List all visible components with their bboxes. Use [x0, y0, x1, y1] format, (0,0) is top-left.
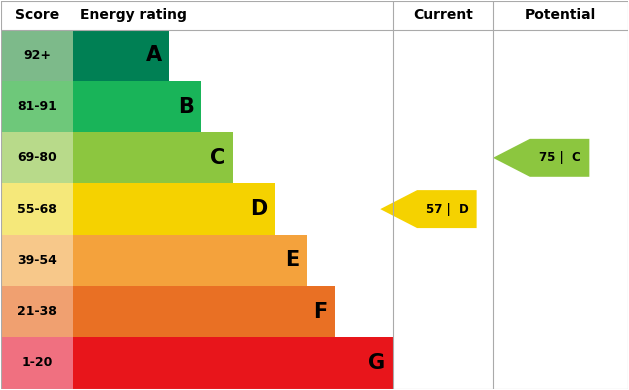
- Bar: [1, 235, 74, 286]
- Text: 1-20: 1-20: [22, 356, 53, 369]
- Bar: [74, 286, 335, 337]
- Bar: [1, 30, 74, 81]
- Text: B: B: [178, 97, 194, 117]
- Bar: [74, 337, 392, 388]
- Text: 75 |  C: 75 | C: [538, 151, 581, 164]
- Text: C: C: [210, 148, 226, 168]
- Bar: [74, 183, 275, 235]
- Bar: [1, 337, 74, 388]
- Text: 57 |  D: 57 | D: [425, 202, 468, 216]
- Text: F: F: [313, 302, 328, 322]
- Bar: [74, 30, 169, 81]
- Bar: [1, 81, 74, 132]
- Text: Score: Score: [15, 9, 60, 23]
- Text: D: D: [250, 199, 267, 219]
- Text: G: G: [368, 353, 386, 373]
- Text: Potential: Potential: [525, 9, 596, 23]
- Text: E: E: [285, 250, 299, 270]
- Text: A: A: [145, 45, 162, 65]
- Bar: [74, 235, 306, 286]
- Bar: [1, 183, 74, 235]
- Text: 39-54: 39-54: [18, 254, 57, 267]
- Text: 92+: 92+: [23, 49, 52, 62]
- Text: 81-91: 81-91: [18, 100, 57, 113]
- Text: 21-38: 21-38: [18, 305, 57, 318]
- Text: 69-80: 69-80: [18, 151, 57, 164]
- Bar: [1, 286, 74, 337]
- Text: 55-68: 55-68: [18, 202, 57, 216]
- Text: Current: Current: [413, 9, 473, 23]
- Text: Energy rating: Energy rating: [80, 9, 187, 23]
- Bar: [74, 81, 201, 132]
- Bar: [74, 132, 233, 183]
- Polygon shape: [381, 190, 477, 228]
- Bar: [1, 132, 74, 183]
- Polygon shape: [493, 139, 589, 177]
